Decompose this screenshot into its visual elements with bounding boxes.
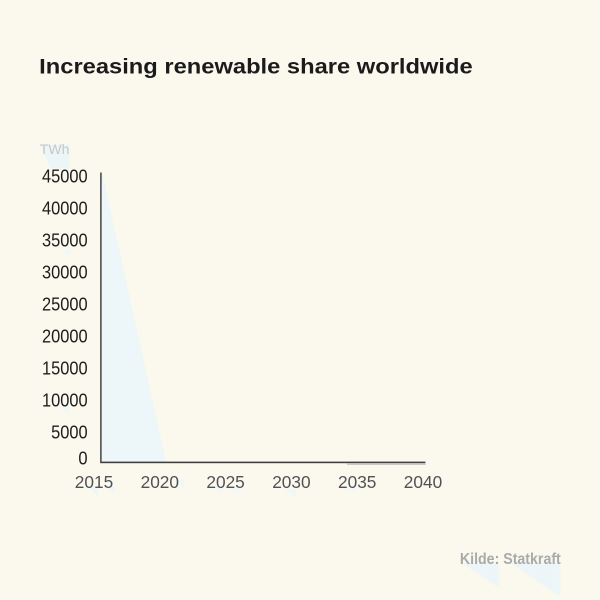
svg-text:40000: 40000 — [42, 198, 88, 219]
svg-text:2030: 2030 — [272, 472, 310, 492]
svg-text:2015: 2015 — [75, 472, 113, 492]
svg-text:30000: 30000 — [42, 262, 88, 283]
svg-text:15000: 15000 — [42, 358, 88, 379]
svg-text:2020: 2020 — [141, 472, 179, 492]
svg-text:20000: 20000 — [42, 326, 88, 347]
svg-text:2035: 2035 — [338, 472, 376, 492]
svg-text:5000: 5000 — [51, 422, 88, 443]
svg-text:Kilde: Statkraft: Kilde: Statkraft — [460, 551, 562, 568]
svg-text:2040: 2040 — [404, 472, 442, 492]
svg-text:Increasing renewable share wor: Increasing renewable share worldwide — [39, 53, 472, 78]
svg-text:10000: 10000 — [42, 390, 88, 411]
svg-text:35000: 35000 — [42, 230, 88, 251]
svg-text:TWh: TWh — [40, 141, 70, 157]
svg-text:25000: 25000 — [42, 294, 88, 315]
svg-text:0: 0 — [78, 447, 87, 468]
svg-text:45000: 45000 — [42, 166, 88, 187]
svg-text:2025: 2025 — [206, 472, 244, 492]
